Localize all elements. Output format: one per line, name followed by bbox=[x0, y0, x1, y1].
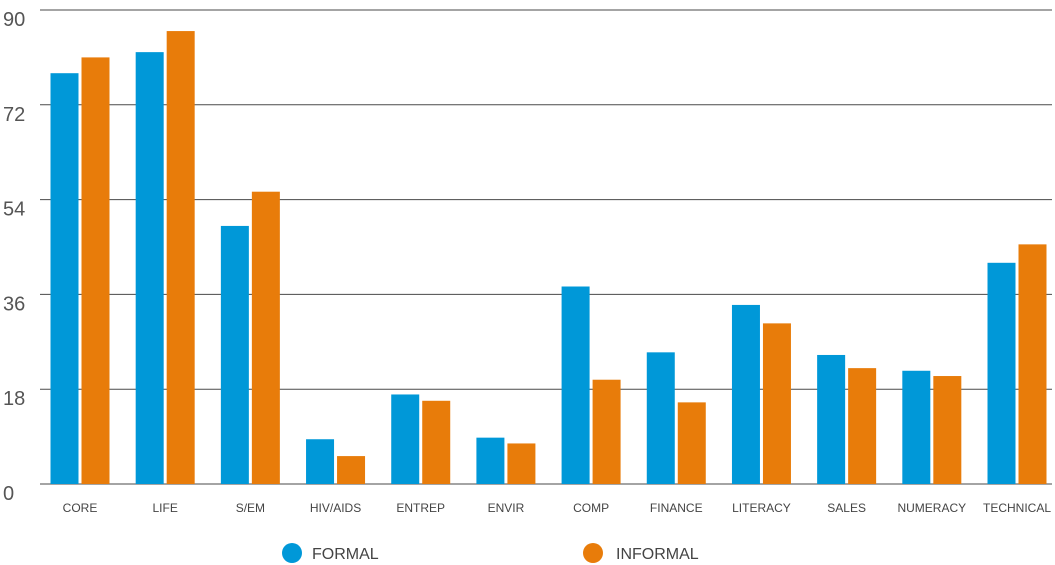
bar-informal-numeracy bbox=[933, 376, 961, 484]
y-axis-ticks: 0 18 36 54 72 90 bbox=[3, 9, 25, 505]
y-tick-label: 18 bbox=[3, 388, 25, 410]
bar-informal-technical bbox=[1019, 244, 1047, 484]
bar-formal-hiv-aids bbox=[306, 439, 334, 484]
x-tick-label: SALES bbox=[827, 501, 866, 515]
x-axis-ticks: CORE LIFE S/EM HIV/AIDS ENTREP ENVIR COMP FINAN… bbox=[63, 501, 1052, 515]
bar-formal-comp bbox=[562, 287, 590, 485]
bar-informal-sales bbox=[848, 368, 876, 484]
y-tick-label: 54 bbox=[3, 199, 25, 221]
legend-label-formal: FORMAL bbox=[312, 546, 379, 563]
bar-formal-envir bbox=[476, 438, 504, 484]
x-tick-label: HIV/AIDS bbox=[310, 501, 361, 515]
bar-informal-envir bbox=[507, 443, 535, 484]
bar-formal-finance bbox=[647, 352, 675, 484]
bar-informal-comp bbox=[593, 380, 621, 484]
bar-informal-core bbox=[82, 57, 110, 484]
bars bbox=[51, 31, 1047, 484]
bar-formal-entrep bbox=[391, 394, 419, 484]
y-tick-label: 72 bbox=[3, 104, 25, 126]
x-tick-label: LIFE bbox=[153, 501, 178, 515]
x-tick-label: NUMERACY bbox=[897, 501, 966, 515]
legend-label-informal: INFORMAL bbox=[616, 546, 699, 563]
legend: FORMAL INFORMAL bbox=[282, 543, 699, 563]
bar-formal-sales bbox=[817, 355, 845, 484]
x-tick-label: COMP bbox=[573, 501, 609, 515]
y-tick-label: 0 bbox=[3, 483, 14, 505]
x-tick-label: S/EM bbox=[236, 501, 265, 515]
bar-informal-life bbox=[167, 31, 195, 484]
bar-formal-core bbox=[51, 73, 79, 484]
bar-formal-life bbox=[136, 52, 164, 484]
x-tick-label: ENTREP bbox=[396, 501, 445, 515]
x-tick-label: CORE bbox=[63, 501, 98, 515]
bar-formal-s-em bbox=[221, 226, 249, 484]
legend-swatch-formal bbox=[282, 543, 302, 563]
y-tick-label: 36 bbox=[3, 293, 25, 315]
bar-informal-finance bbox=[678, 402, 706, 484]
x-tick-label: FINANCE bbox=[650, 501, 703, 515]
x-tick-label: TECHNICAL bbox=[983, 501, 1051, 515]
x-tick-label: LITERACY bbox=[732, 501, 791, 515]
bar-formal-technical bbox=[988, 263, 1016, 484]
bar-formal-numeracy bbox=[902, 371, 930, 484]
y-tick-label: 90 bbox=[3, 9, 25, 31]
bar-informal-s-em bbox=[252, 192, 280, 484]
x-tick-label: ENVIR bbox=[488, 501, 525, 515]
bar-informal-entrep bbox=[422, 401, 450, 484]
bar-informal-hiv-aids bbox=[337, 456, 365, 484]
bar-informal-literacy bbox=[763, 323, 791, 484]
bar-formal-literacy bbox=[732, 305, 760, 484]
legend-swatch-informal bbox=[583, 543, 603, 563]
